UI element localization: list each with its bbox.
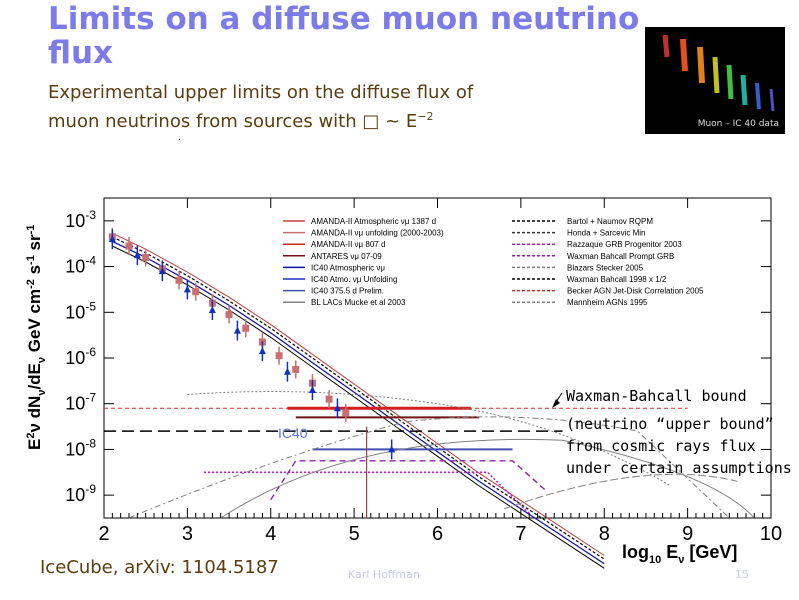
ic40-atmospheric-curve xyxy=(112,240,605,565)
subtitle-line2-prefix: muon neutrinos from sources with xyxy=(48,111,363,132)
slide-subtitle: Experimental upper limits on the diffuse… xyxy=(48,81,608,134)
legend-right-label: Mannheim AGNs 1995 xyxy=(567,298,648,307)
citation: IceCube, arXiv: 1104.5187 xyxy=(40,557,279,578)
legend-left-label: IC40 Atmo. νμ Unfolding xyxy=(311,275,397,284)
data-marks xyxy=(108,227,396,460)
stray-dot: · xyxy=(178,135,182,146)
subtitle-line1: Experimental upper limits on the diffuse… xyxy=(48,82,474,103)
amanda-unfolding-point xyxy=(142,253,150,261)
x-tick-label: 10 xyxy=(760,523,782,545)
legend-right-label: Honda + Sarcevic Min xyxy=(567,229,645,238)
y-axis-label: E2ν dNν/dEν GeV cm-2 s-1 sr-1 xyxy=(25,225,48,450)
subtitle-symbol: □ xyxy=(362,111,380,132)
amanda-unfolding-point xyxy=(308,379,316,387)
y-tick-label: 10-9 xyxy=(65,482,96,505)
footer-author: Karl Hoffman xyxy=(348,568,420,581)
slide-title: Limits on a diffuse muon neutrino flux xyxy=(48,2,708,70)
annotation-wb-bound: Waxman-Bahcall bound xyxy=(566,387,747,405)
ic40-data-thumbnail: Muon – IC 40 data xyxy=(645,27,785,134)
amanda-unfolding-point xyxy=(208,299,216,307)
amanda-unfolding-point xyxy=(275,352,283,360)
legend-left-label: AMANDA-II Atmospheric νμ 1387 d xyxy=(311,217,436,226)
ic40-unfolding-point xyxy=(308,386,316,393)
waxman-prompt-grb-curve xyxy=(270,460,547,501)
legend-right-label: Blazars Stecker 2005 xyxy=(567,263,644,272)
legend: AMANDA-II Atmospheric νμ 1387 d AMANDA-II… xyxy=(283,217,704,307)
honda-curve xyxy=(112,245,605,569)
x-ticks: 2 3 4 5 6 7 8 9 10 xyxy=(98,198,782,545)
x-axis-label: log10 Eν [GeV] xyxy=(622,542,737,566)
x-tick-label: 2 xyxy=(98,523,109,545)
amanda-atmospheric-curve xyxy=(112,232,605,556)
thumbnail-graphic xyxy=(662,34,775,112)
amanda-unfolding-point xyxy=(258,338,266,346)
amanda-unfolding-point xyxy=(108,233,116,241)
thumbnail-caption: Muon – IC 40 data xyxy=(697,119,779,129)
ic40-unfolding-point xyxy=(258,347,266,355)
footer-page: 15 xyxy=(735,568,749,581)
ic40-unfolding-point xyxy=(283,367,291,375)
amanda-unfolding-point xyxy=(242,324,250,332)
legend-left-label: IC40 Atmospheric νμ xyxy=(311,263,385,272)
subtitle-sim: ~ E xyxy=(379,111,418,132)
atmospheric-bartol-curve xyxy=(112,236,605,560)
x-tick-label: 4 xyxy=(265,523,276,545)
legend-right-label: Becker AGN Jet-Disk Correlation 2005 xyxy=(567,287,704,296)
annotation-line2: from cosmic rays flux xyxy=(566,437,756,455)
amanda-unfolding-point xyxy=(192,288,200,296)
amanda-unfolding-point xyxy=(125,242,133,250)
y-tick-label: 10-7 xyxy=(65,391,96,414)
ic40-unfolding-point xyxy=(208,306,216,313)
amanda-unfolding-point xyxy=(342,409,350,417)
slide-title-line1: Limits on a diffuse muon neutrino xyxy=(48,1,640,37)
ic40-unfolding-point xyxy=(183,285,191,293)
ic40-unfolding-point xyxy=(133,251,141,259)
amanda-unfolding-point xyxy=(175,276,183,284)
y-tick-label: 10-6 xyxy=(65,345,96,368)
y-tick-label: 10-5 xyxy=(65,299,96,322)
legend-right-label: Waxman Bahcall Prompt GRB xyxy=(567,252,674,261)
legend-left-label: ANTARES νμ 07-09 xyxy=(311,252,382,261)
ic40-unfolding-point xyxy=(333,404,341,412)
wb-arrow xyxy=(552,392,563,408)
razzaque-grb-curve xyxy=(204,471,530,514)
y-tick-label: 10-3 xyxy=(65,208,96,231)
ic40-unfolding-point xyxy=(158,267,166,275)
mannheim-high-curve xyxy=(504,473,738,510)
legend-right-label: Waxman Bahcall 1998 x 1/2 xyxy=(567,275,667,284)
subtitle-exponent: −2 xyxy=(417,110,434,123)
x-tick-label: 7 xyxy=(515,523,526,545)
y-tick-label: 10-4 xyxy=(65,254,96,277)
legend-left-label: AMANDA-II νμ unfolding (2000-2003) xyxy=(311,229,444,238)
legend-right-label: Razzaque GRB Progenitor 2003 xyxy=(567,240,682,249)
ic40-unfolding-point xyxy=(233,326,241,334)
amanda-unfolding-point xyxy=(158,265,166,273)
slide-title-line2: flux xyxy=(48,35,114,71)
legend-right-label: Bartol + Naumov RQPM xyxy=(567,217,653,226)
amanda-unfolding-point xyxy=(325,395,333,403)
ic40-label: IC40 xyxy=(278,425,308,441)
legend-left-label: IC40 375.5 d Prelim. xyxy=(311,287,384,296)
x-tick-label: 3 xyxy=(182,523,193,545)
ic40-unfolding-point xyxy=(388,445,396,453)
x-tick-label: 6 xyxy=(432,523,443,545)
x-tick-label: 9 xyxy=(682,523,693,545)
annotation-line3: under certain assumptions xyxy=(566,459,792,477)
legend-left-label: BL LACs Mucke et al 2003 xyxy=(311,298,406,307)
x-tick-label: 5 xyxy=(349,523,360,545)
y-tick-label: 10-8 xyxy=(65,436,96,459)
legend-left-label: AMANDA-II νμ 807 d xyxy=(311,240,385,249)
amanda-unfolding-point xyxy=(292,365,300,373)
annotation-line1: (neutrino “upper bound” xyxy=(566,415,774,433)
ic40-unfolding-point xyxy=(108,235,116,243)
amanda-unfolding-point xyxy=(225,311,233,319)
x-tick-label: 8 xyxy=(599,523,610,545)
thumbnail-streaks xyxy=(662,34,775,112)
